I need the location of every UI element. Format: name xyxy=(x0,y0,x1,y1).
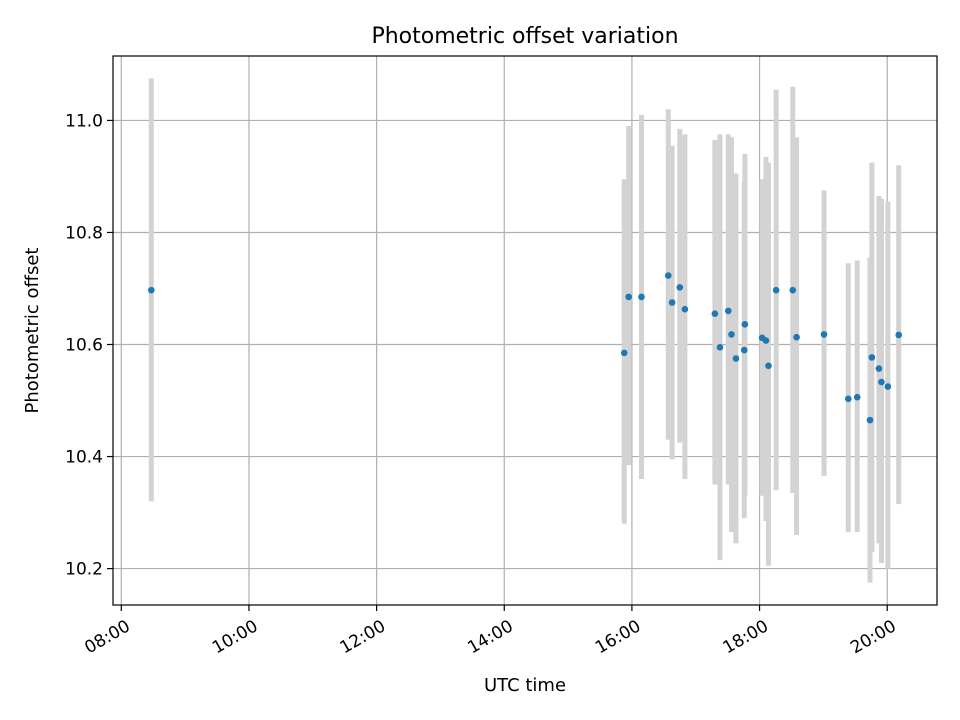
data-point xyxy=(740,346,748,354)
data-point xyxy=(820,331,828,338)
data-point xyxy=(668,299,676,306)
x-tick-label: 12:00 xyxy=(337,616,389,658)
data-point xyxy=(732,355,740,362)
data-point xyxy=(793,333,800,341)
data-points xyxy=(147,272,903,424)
data-point xyxy=(772,286,780,294)
x-tick-label: 14:00 xyxy=(464,616,516,658)
data-point xyxy=(716,344,724,351)
y-tick-label: 10.2 xyxy=(65,560,103,580)
x-tick-label: 20:00 xyxy=(847,616,899,658)
data-point xyxy=(853,393,861,401)
data-point xyxy=(762,337,770,344)
y-tick-label: 10.4 xyxy=(65,448,103,468)
data-point xyxy=(681,305,689,313)
x-tick-label: 18:00 xyxy=(720,616,772,658)
data-point xyxy=(844,395,852,403)
data-point xyxy=(664,272,672,279)
data-point xyxy=(620,349,628,357)
grid-lines xyxy=(113,56,937,605)
data-point xyxy=(638,293,645,301)
error-bars xyxy=(148,78,902,583)
plot-area-frame xyxy=(112,55,938,606)
data-point xyxy=(884,383,892,390)
x-tick-label: 10:00 xyxy=(209,616,261,658)
data-point xyxy=(711,310,719,317)
data-point xyxy=(789,286,797,294)
y-axis-label: Photometric offset xyxy=(22,248,43,414)
data-point xyxy=(878,378,885,386)
x-axis-label: UTC time xyxy=(484,675,566,696)
y-tick-label: 10.8 xyxy=(65,223,103,243)
x-tick-label: 08:00 xyxy=(81,616,133,658)
x-tick-label: 16:00 xyxy=(592,616,644,658)
data-point xyxy=(868,354,876,361)
chart-title: Photometric offset variation xyxy=(371,24,678,49)
data-point xyxy=(625,293,633,301)
data-point xyxy=(724,307,732,315)
y-tick-label: 11.0 xyxy=(65,111,103,131)
data-point xyxy=(765,362,772,370)
y-tick-label: 10.6 xyxy=(65,336,103,356)
data-point xyxy=(875,365,883,372)
data-point xyxy=(728,331,735,338)
data-point xyxy=(741,321,749,328)
data-point xyxy=(866,416,874,424)
data-point xyxy=(895,331,903,339)
data-point xyxy=(147,286,155,294)
data-point xyxy=(676,284,684,291)
